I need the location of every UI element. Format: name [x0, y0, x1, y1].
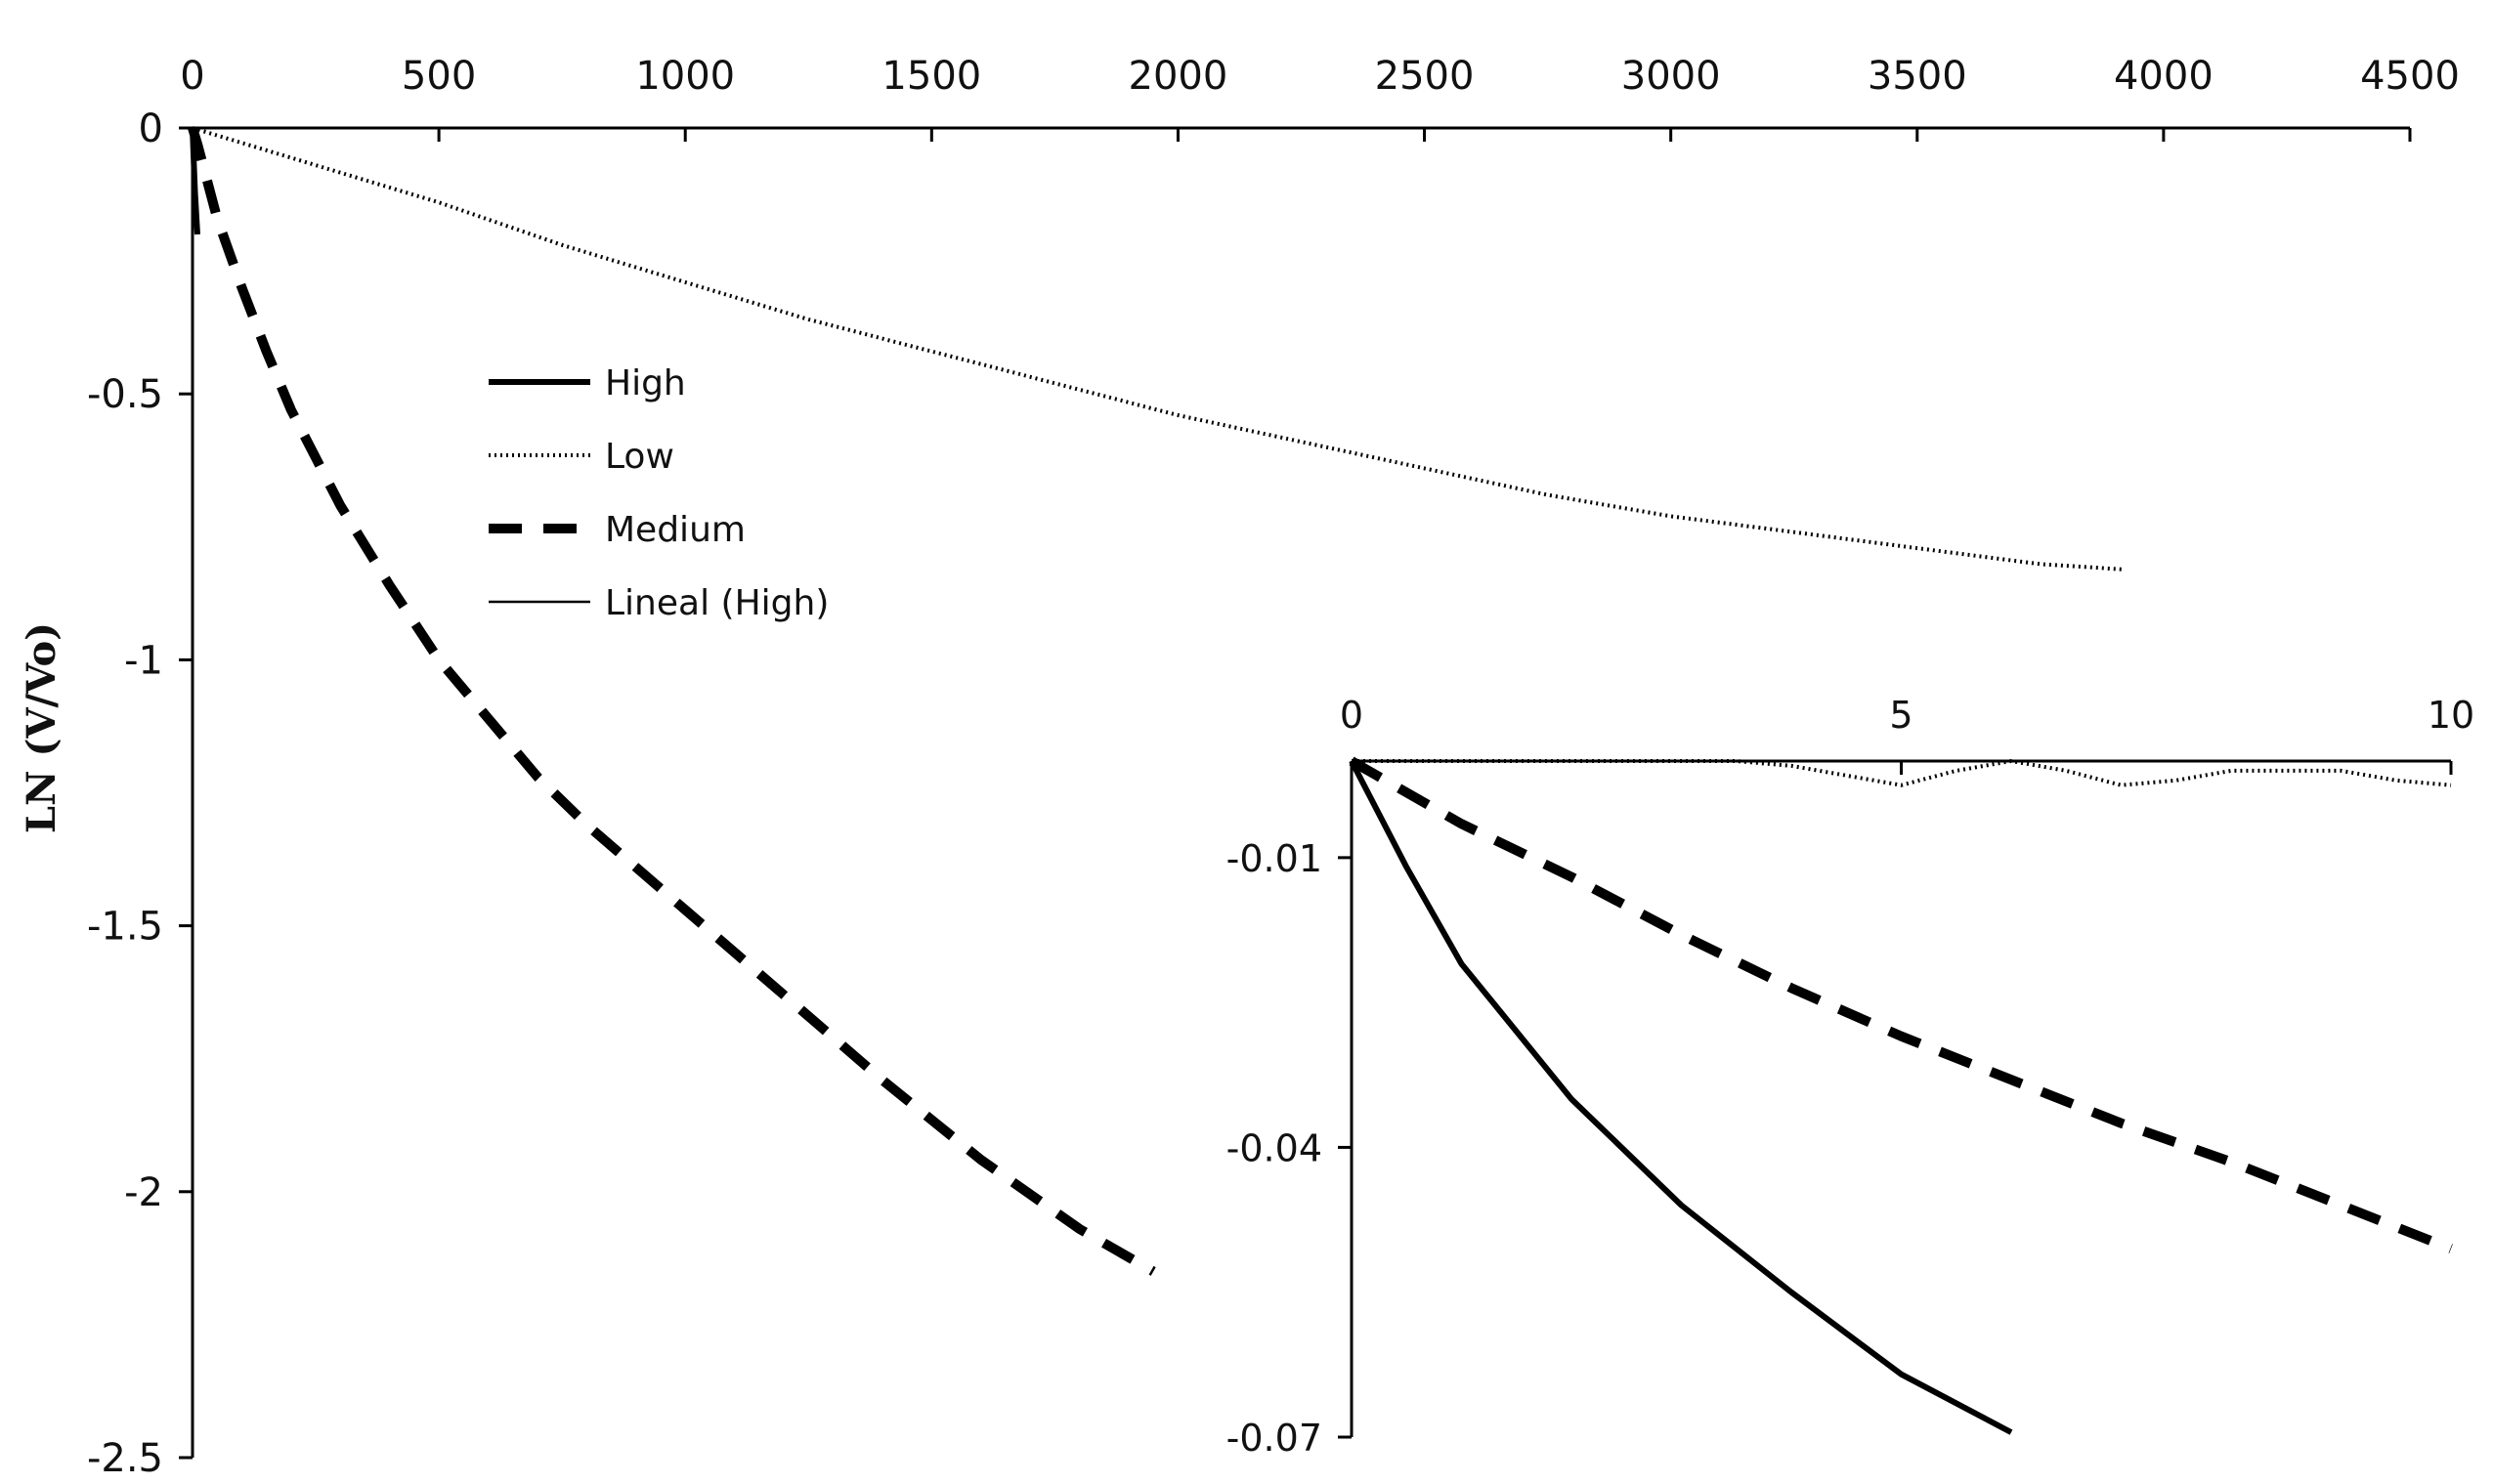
main-x-tick-label: 0 [180, 54, 204, 99]
legend-label-high: High [605, 363, 686, 403]
inset-chart: 0 5 10 -0.01 -0.04 -0.07 [1226, 694, 2475, 1460]
main-y-tick-label: -0.5 [87, 372, 163, 417]
main-y-tick-label: -2.5 [87, 1436, 163, 1481]
legend-label-medium: Medium [605, 510, 746, 550]
main-y-tick-label: 0 [139, 106, 163, 151]
main-x-tick-label: 4500 [2360, 54, 2460, 99]
y-axis-title: LN (V/Vo) [19, 622, 64, 833]
main-series-medium [188, 126, 1156, 1276]
inset-y-tick-label: -0.04 [1226, 1126, 1322, 1169]
main-x-tick-label: 1000 [635, 54, 735, 99]
main-x-tick-label: 2500 [1375, 54, 1475, 99]
inset-x-tick-label: 0 [1340, 694, 1363, 737]
inset-x-tick-label: 10 [2428, 694, 2474, 737]
inset-y-tick-label: -0.07 [1226, 1417, 1322, 1460]
main-x-tick-label: 500 [402, 54, 476, 99]
main-y-tick-label: -1.5 [87, 905, 163, 950]
main-axes: 0 500 1000 1500 2000 2500 3000 3500 4000 4500 0 -0.… [87, 54, 2460, 1481]
main-x-tick-label: 2000 [1129, 54, 1228, 99]
inset-series-group [1349, 756, 2453, 1435]
legend-label-lineal-high: Lineal (High) [605, 583, 829, 623]
inset-axes: 0 5 10 -0.01 -0.04 -0.07 [1226, 694, 2475, 1460]
inset-series-low [1352, 759, 2452, 787]
main-series-high [190, 127, 200, 235]
inset-y-tick-label: -0.01 [1226, 837, 1322, 880]
main-x-tick-label: 3500 [1868, 54, 1967, 99]
main-x-tick-label: 4000 [2114, 54, 2214, 99]
main-series-group [188, 126, 2125, 1276]
main-x-tick-label: 3000 [1621, 54, 1721, 99]
legend-label-low: Low [605, 437, 674, 477]
inset-series-medium [1349, 756, 2453, 1253]
main-x-tick-label: 1500 [881, 54, 981, 99]
inset-series-high [1349, 759, 2013, 1435]
legend: High Low Medium Lineal (High) [489, 363, 829, 623]
main-series-low [192, 126, 2125, 572]
main-y-tick-label: -1 [124, 638, 163, 683]
inset-x-tick-label: 5 [1889, 694, 1913, 737]
main-y-tick-label: -2 [124, 1170, 163, 1215]
